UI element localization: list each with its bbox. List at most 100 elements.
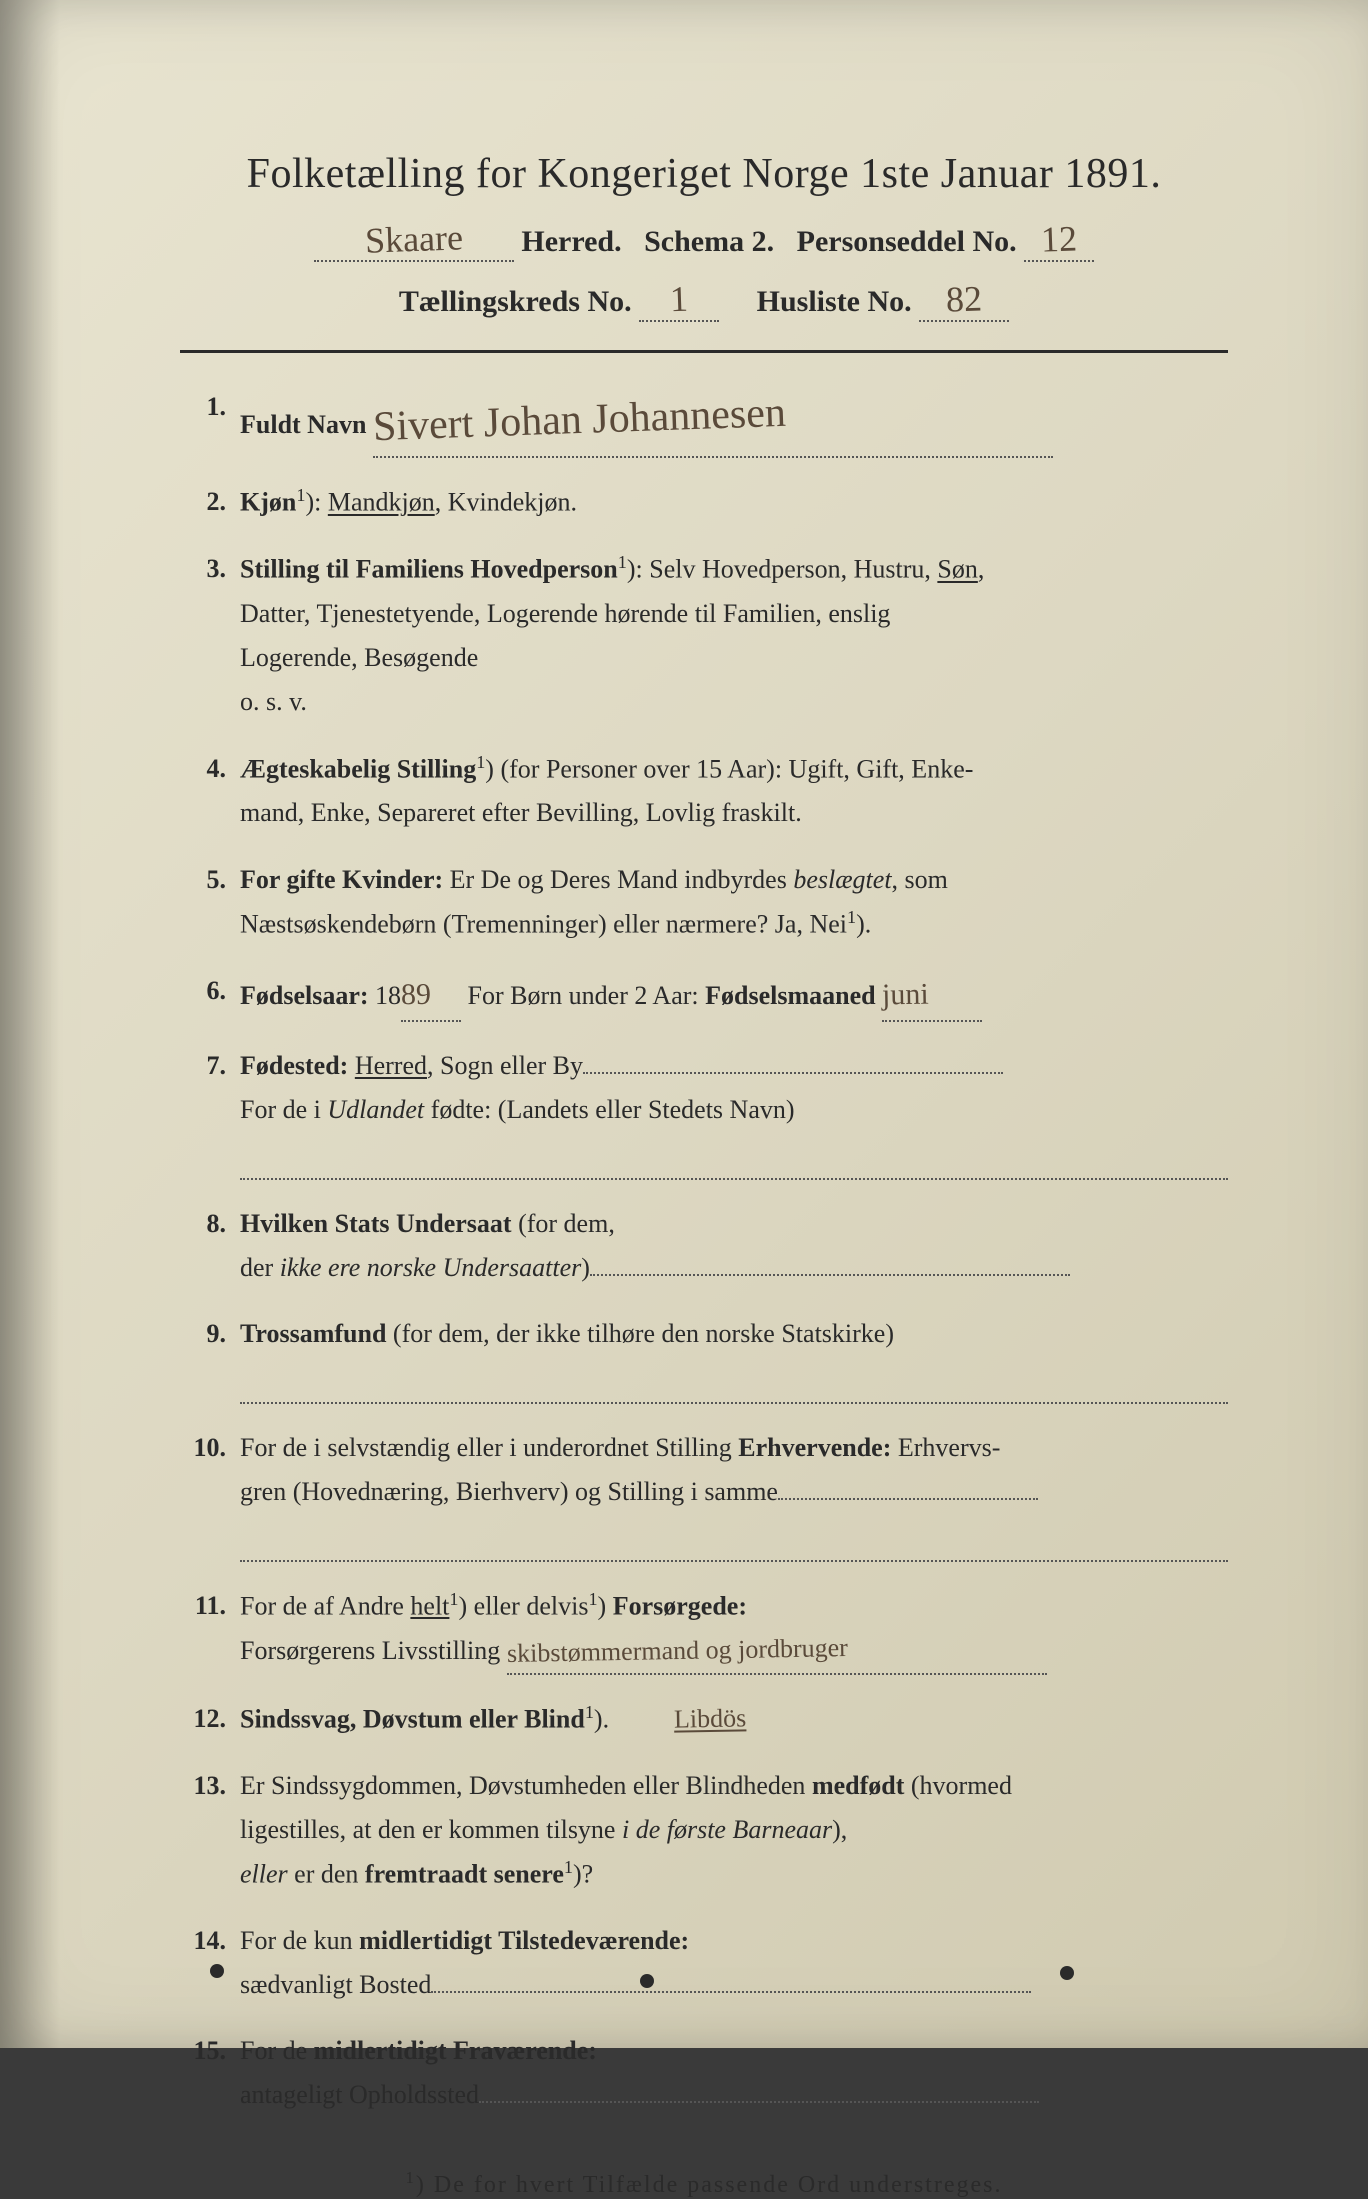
personseddel-handwritten: 12 — [1040, 217, 1077, 260]
form-items: 1. Fuldt Navn Sivert Johan Johannesen 2.… — [180, 385, 1228, 2118]
header-divider — [180, 350, 1228, 353]
item-7-l2c: fødte: (Landets eller Stedets Navn) — [424, 1095, 794, 1124]
item-11: 11. For de af Andre helt1) eller delvis1… — [180, 1584, 1228, 1675]
item-7-dotfill — [583, 1048, 1003, 1074]
item-11-s2: 1 — [588, 1589, 597, 1609]
item-2-label: Kjøn — [240, 488, 296, 517]
census-form-page: Folketælling for Kongeriget Norge 1ste J… — [0, 0, 1368, 2048]
personseddel-field: 12 — [1024, 218, 1094, 262]
item-11-end: ) — [598, 1591, 613, 1620]
item-14-t: For de kun — [240, 1926, 359, 1955]
ink-spot-icon — [640, 1974, 654, 1988]
item-4: 4. Ægteskabelig Stilling1) (for Personer… — [180, 747, 1228, 836]
item-13-l2b: i de første Barneaar — [622, 1815, 832, 1844]
item-15-body: For de midlertidigt Fraværende: antageli… — [240, 2029, 1228, 2117]
item-5-body: For gifte Kvinder: Er De og Deres Mand i… — [240, 858, 1228, 947]
footnote-sup: 1 — [406, 2168, 416, 2187]
year-handwritten: 89 — [401, 968, 432, 1020]
item-6-label2: Fødselsmaaned — [705, 981, 875, 1010]
herred-handwritten: Skaare — [364, 216, 463, 261]
item-6-prefix: 18 — [369, 981, 402, 1010]
item-8: 8. Hvilken Stats Undersaat (for dem, der… — [180, 1202, 1228, 1290]
herred-field: Skaare — [314, 218, 514, 262]
item-5-num: 5. — [180, 858, 240, 947]
item-13-l1: Er Sindssygdommen, Døvstumheden eller Bl… — [240, 1771, 812, 1800]
item-13-l3c: )? — [573, 1860, 593, 1889]
kreds-field: 1 — [639, 278, 719, 322]
item-11-s1: 1 — [449, 1589, 458, 1609]
item-13-l2c: ), — [832, 1815, 847, 1844]
item-12-sup: 1 — [585, 1702, 594, 1722]
item-7-body: Fødested: Herred, Sogn eller By For de i… — [240, 1044, 1228, 1180]
item-4-body: Ægteskabelig Stilling1) (for Personer ov… — [240, 747, 1228, 836]
item-3-l1a: Selv Hovedperson, Hustru, — [649, 555, 937, 584]
item-9-dotline — [240, 1362, 1228, 1404]
item-3-son: Søn — [937, 555, 977, 584]
item-2-num: 2. — [180, 480, 240, 525]
item-10-t1: For de i selvstændig eller i underordnet… — [240, 1433, 738, 1462]
item-7-l2a: For de i — [240, 1095, 327, 1124]
item-5-sup: 1 — [847, 907, 856, 927]
item-8-dotfill — [590, 1250, 1070, 1276]
item-1-num: 1. — [180, 385, 240, 458]
item-12-handwritten: Libdös — [674, 1697, 747, 1742]
item-4-label: Ægteskabelig Stilling — [240, 754, 476, 783]
footnote-text: ) De for hvert Tilfælde passende Ord und… — [416, 2172, 1003, 2198]
item-4-r2: mand, Enke, Separeret efter Bevilling, L… — [240, 798, 802, 827]
item-7-herred: Herred — [355, 1051, 427, 1080]
item-8-p1: (for dem, — [512, 1209, 615, 1238]
month-field: juni — [882, 969, 982, 1022]
item-15: 15. For de midlertidigt Fraværende: anta… — [180, 2029, 1228, 2117]
item-3-l4: o. s. v. — [240, 687, 307, 716]
item-13-l2a: ligestilles, at den er kommen tilsyne — [240, 1815, 622, 1844]
item-13-l1b: (hvormed — [904, 1771, 1012, 1800]
item-9-text: (for dem, der ikke tilhøre den norske St… — [386, 1319, 894, 1348]
item-4-paren: (for Personer over 15 Aar): — [494, 754, 789, 783]
item-3-body: Stilling til Familiens Hovedperson1): Se… — [240, 547, 1228, 724]
item-13-num: 13. — [180, 1764, 240, 1897]
item-7-l2b: Udlandet — [327, 1095, 424, 1124]
item-6-body: Fødselsaar: 1889 For Børn under 2 Aar: F… — [240, 969, 1228, 1022]
item-7-dotline — [240, 1138, 1228, 1180]
name-handwritten: Sivert Johan Johannesen — [372, 378, 787, 464]
item-6-label: Fødselsaar: — [240, 981, 369, 1010]
item-11-handwritten: skibstømmermand og jordbruger — [506, 1626, 848, 1676]
item-14-num: 14. — [180, 1919, 240, 2007]
item-1-label: Fuldt Navn — [240, 410, 366, 439]
form-subheader-2: Tællingskreds No. 1 Husliste No. 82 — [180, 278, 1228, 322]
item-2-mandkjon: Mandkjøn — [328, 488, 435, 517]
item-11-l2: Forsørgerens Livsstilling — [240, 1636, 500, 1665]
item-13-l3a: eller — [240, 1860, 288, 1889]
item-10-l2: gren (Hovednæring, Bierhverv) og Stillin… — [240, 1477, 778, 1506]
item-11-t1: For de af Andre — [240, 1591, 410, 1620]
item-5-l1a: Er De og Deres Mand indbyrdes — [443, 865, 793, 894]
name-field: Sivert Johan Johannesen — [373, 385, 1053, 458]
item-2-body: Kjøn1): Mandkjøn, Kvindekjøn. — [240, 480, 1228, 525]
ink-spot-icon — [1060, 1966, 1074, 1980]
item-11-label: Forsørgede: — [613, 1591, 747, 1620]
item-4-sup: 1 — [476, 752, 485, 772]
item-7-num: 7. — [180, 1044, 240, 1180]
item-2-sup: 1 — [296, 485, 305, 505]
item-13-b3: fremtraadt senere — [365, 1860, 564, 1889]
item-5-l2e: ). — [856, 910, 871, 939]
form-title: Folketælling for Kongeriget Norge 1ste J… — [180, 150, 1228, 198]
item-10-body: For de i selvstændig eller i underordnet… — [240, 1426, 1228, 1562]
month-handwritten: juni — [882, 968, 930, 1020]
item-4-num: 4. — [180, 747, 240, 836]
item-10-label: Erhvervende: — [738, 1433, 891, 1462]
item-11-field: skibstømmermand og jordbruger — [507, 1629, 1047, 1675]
year-field: 89 — [401, 969, 461, 1022]
husliste-handwritten: 82 — [945, 277, 982, 320]
item-9-body: Trossamfund (for dem, der ikke tilhøre d… — [240, 1312, 1228, 1404]
item-10-dotline — [240, 1520, 1228, 1562]
form-header: Folketælling for Kongeriget Norge 1ste J… — [180, 150, 1228, 322]
item-10-num: 10. — [180, 1426, 240, 1562]
item-8-l2b: ikke ere norske Undersaatter — [280, 1253, 582, 1282]
item-13-sup: 1 — [564, 1857, 573, 1877]
item-6: 6. Fødselsaar: 1889 For Børn under 2 Aar… — [180, 969, 1228, 1022]
item-14-b: midlertidigt Tilstedeværende: — [359, 1926, 689, 1955]
item-3-l1c: , — [978, 555, 985, 584]
item-10: 10. For de i selvstændig eller i underor… — [180, 1426, 1228, 1562]
item-14: 14. For de kun midlertidigt Tilstedevære… — [180, 1919, 1228, 2007]
